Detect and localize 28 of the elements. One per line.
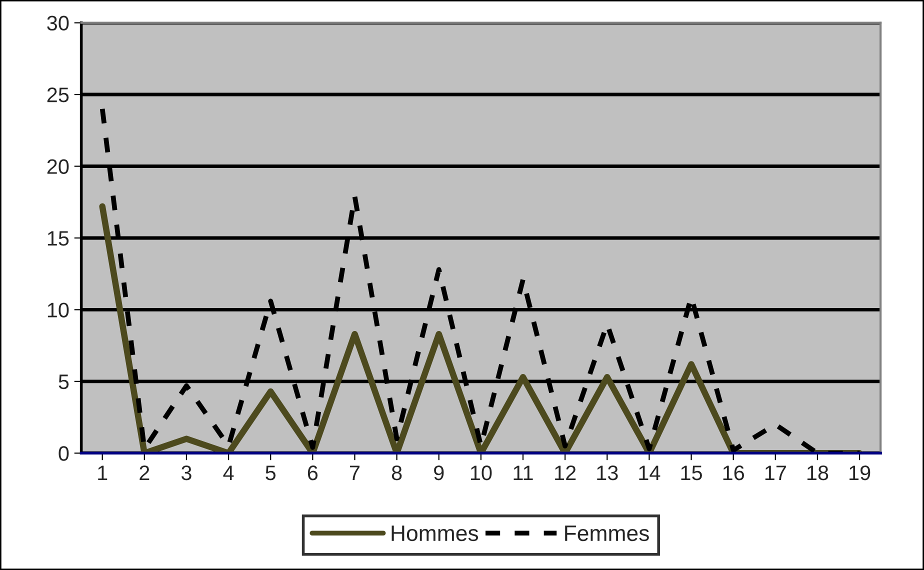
x-tick-label: 8 bbox=[392, 466, 402, 480]
x-tick-label: 19 bbox=[850, 466, 870, 480]
x-tick-label: 18 bbox=[807, 466, 828, 480]
x-tick-label: 5 bbox=[266, 466, 276, 480]
legend-label: Femmes bbox=[565, 526, 649, 542]
y-tick-label: 30 bbox=[47, 16, 69, 31]
y-tick-label: 15 bbox=[48, 231, 69, 246]
y-tick-label: 0 bbox=[58, 446, 69, 461]
x-tick-label: 2 bbox=[140, 466, 150, 480]
legend-label: Hommes bbox=[392, 526, 478, 542]
y-tick-label: 25 bbox=[47, 88, 69, 102]
y-tick-label: 20 bbox=[47, 159, 69, 174]
x-tick-label: 1 bbox=[98, 466, 108, 480]
y-tick-label: 5 bbox=[58, 374, 69, 390]
x-tick-label: 16 bbox=[723, 466, 744, 480]
x-tick-label: 4 bbox=[223, 466, 234, 480]
x-tick-label: 12 bbox=[555, 466, 576, 480]
x-tick-label: 15 bbox=[681, 466, 702, 480]
x-tick-label: 9 bbox=[434, 466, 444, 480]
x-tick-label: 6 bbox=[308, 466, 318, 480]
x-tick-label: 7 bbox=[350, 466, 360, 480]
y-tick-label: 10 bbox=[48, 302, 69, 318]
x-tick-label: 17 bbox=[765, 466, 786, 480]
x-tick-label: 3 bbox=[181, 466, 192, 480]
x-tick-label: 13 bbox=[597, 466, 618, 480]
x-tick-label: 10 bbox=[470, 466, 492, 480]
x-tick-label: 14 bbox=[639, 466, 660, 480]
x-tick-label: 11 bbox=[514, 466, 533, 480]
